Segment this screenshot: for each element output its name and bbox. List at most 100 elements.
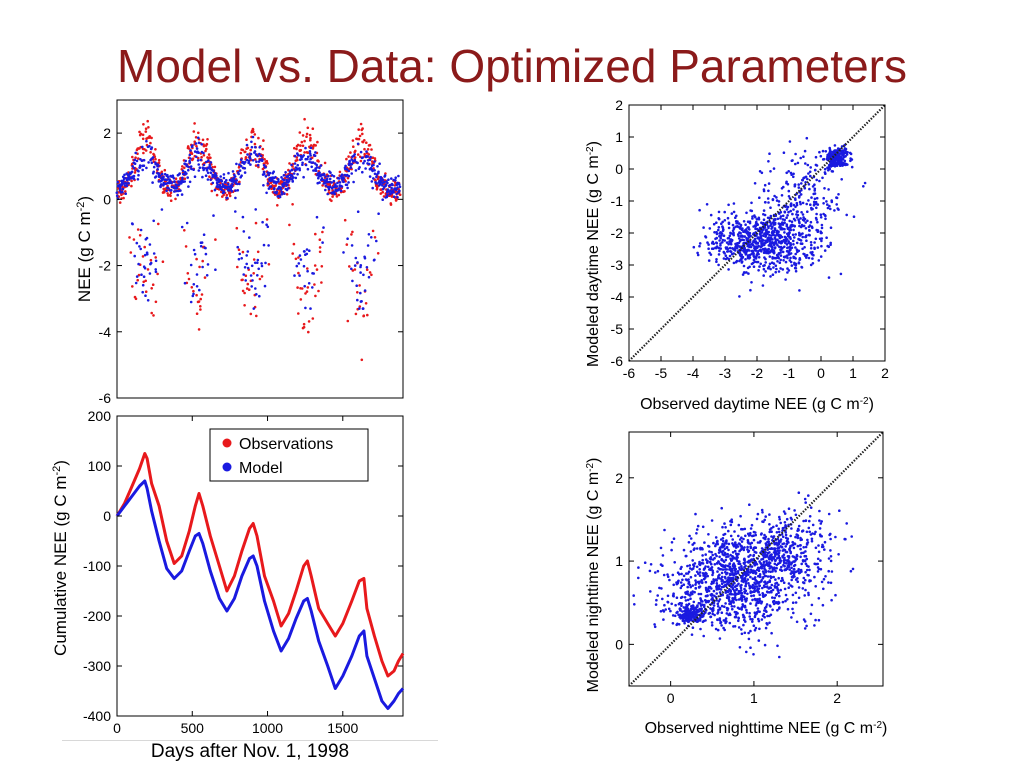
data-point: [779, 568, 782, 571]
data-point: [682, 574, 686, 578]
data-point: [730, 558, 734, 562]
data-point: [776, 556, 779, 560]
data-point: [238, 180, 241, 184]
data-point: [370, 148, 373, 151]
data-point: [827, 581, 830, 584]
data-point: [738, 560, 741, 563]
data-point: [795, 555, 799, 558]
data-point: [119, 183, 123, 187]
data-point: [137, 173, 140, 177]
data-point: [764, 568, 767, 572]
data-point: [734, 541, 737, 544]
data-point: [759, 233, 762, 237]
data-point: [299, 258, 303, 261]
data-point: [680, 572, 683, 576]
data-point: [777, 551, 781, 555]
data-point: [698, 571, 702, 574]
data-point: [215, 193, 219, 197]
data-point: [193, 252, 197, 256]
data-point: [293, 154, 297, 158]
data-point: [253, 150, 257, 153]
data-point: [358, 307, 361, 310]
data-point: [774, 582, 777, 585]
y-tick-label: 2: [615, 97, 623, 113]
data-point: [197, 136, 200, 140]
data-point: [290, 168, 294, 172]
data-point: [283, 183, 287, 186]
data-point: [305, 248, 309, 251]
data-point: [370, 273, 373, 277]
data-point: [280, 176, 283, 179]
data-point: [339, 189, 343, 193]
data-point: [670, 541, 674, 544]
data-point: [353, 153, 357, 156]
data-point: [787, 241, 790, 244]
data-point: [662, 618, 665, 621]
data-point: [637, 566, 640, 569]
data-point: [296, 143, 300, 147]
data-point: [728, 234, 732, 238]
data-point: [315, 215, 319, 219]
data-point: [795, 557, 799, 561]
data-point: [713, 563, 717, 566]
data-point: [235, 226, 239, 230]
data-point: [138, 130, 141, 134]
data-point: [795, 620, 799, 624]
data-point: [296, 158, 299, 162]
data-point: [742, 235, 746, 238]
data-point: [752, 254, 755, 258]
data-point: [795, 248, 799, 251]
data-point: [309, 154, 312, 157]
data-point: [187, 185, 190, 188]
data-point: [295, 147, 298, 151]
data-point: [764, 235, 767, 238]
data-point: [738, 607, 741, 610]
data-point: [706, 241, 709, 244]
data-point: [186, 176, 189, 179]
data-point: [291, 252, 295, 255]
data-point: [727, 576, 730, 579]
data-point: [714, 552, 717, 556]
data-point: [335, 185, 339, 188]
data-point: [722, 250, 726, 254]
data-point: [392, 191, 395, 194]
data-point: [254, 221, 258, 225]
data-point: [792, 228, 795, 232]
data-point: [670, 602, 673, 606]
data-point: [761, 284, 765, 287]
data-point: [123, 184, 127, 187]
data-point: [729, 242, 733, 246]
data-point: [346, 319, 350, 323]
data-point: [188, 153, 192, 157]
data-point: [274, 175, 277, 179]
data-point: [154, 268, 157, 271]
data-point: [261, 158, 264, 161]
data-point: [820, 231, 823, 235]
data-point: [843, 159, 847, 163]
data-point: [769, 586, 773, 590]
nighttime-one-to-one-line: [628, 431, 884, 687]
data-point: [756, 607, 760, 610]
data-point: [824, 150, 828, 153]
data-point: [704, 580, 708, 584]
data-point: [718, 617, 722, 620]
data-point: [768, 523, 771, 526]
data-point: [718, 234, 721, 238]
data-point: [716, 570, 719, 573]
data-point: [776, 260, 779, 263]
data-point: [204, 246, 207, 250]
data-point: [796, 577, 799, 580]
data-point: [752, 548, 755, 551]
data-point: [728, 562, 732, 565]
data-point: [826, 244, 829, 248]
data-point: [764, 542, 768, 545]
data-point: [225, 178, 228, 182]
data-point: [721, 525, 724, 529]
data-point: [208, 175, 211, 178]
data-point: [753, 237, 757, 241]
data-point: [359, 264, 363, 267]
data-point: [296, 286, 299, 289]
data-point: [205, 142, 209, 146]
data-point: [763, 643, 767, 647]
data-point: [214, 173, 217, 176]
